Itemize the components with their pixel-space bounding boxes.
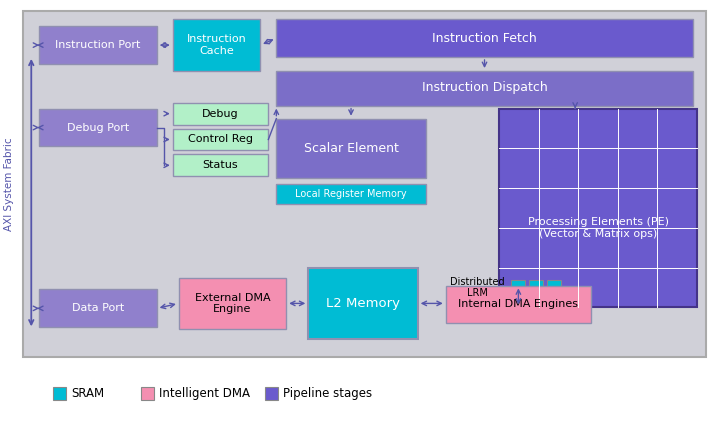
Text: SRAM: SRAM bbox=[71, 387, 104, 400]
Text: Instruction Fetch: Instruction Fetch bbox=[432, 32, 537, 45]
FancyBboxPatch shape bbox=[276, 19, 693, 57]
FancyBboxPatch shape bbox=[529, 279, 544, 293]
Text: L2 Memory: L2 Memory bbox=[326, 297, 400, 310]
FancyBboxPatch shape bbox=[173, 103, 269, 125]
FancyBboxPatch shape bbox=[173, 128, 269, 151]
Text: Local Register Memory: Local Register Memory bbox=[295, 189, 407, 199]
FancyBboxPatch shape bbox=[276, 71, 693, 106]
FancyBboxPatch shape bbox=[446, 285, 591, 323]
FancyBboxPatch shape bbox=[308, 268, 418, 339]
FancyBboxPatch shape bbox=[53, 387, 66, 400]
FancyBboxPatch shape bbox=[276, 184, 426, 204]
Text: Pipeline stages: Pipeline stages bbox=[283, 387, 372, 400]
FancyBboxPatch shape bbox=[173, 19, 261, 71]
Text: AXI System Fabric: AXI System Fabric bbox=[4, 137, 14, 231]
FancyBboxPatch shape bbox=[40, 26, 157, 64]
FancyBboxPatch shape bbox=[500, 109, 697, 307]
FancyBboxPatch shape bbox=[141, 387, 154, 400]
Text: Debug: Debug bbox=[202, 109, 239, 119]
Text: Intelligent DMA: Intelligent DMA bbox=[159, 387, 250, 400]
Text: Control Reg: Control Reg bbox=[188, 134, 253, 145]
Text: Data Port: Data Port bbox=[72, 303, 124, 313]
Text: Instruction Dispatch: Instruction Dispatch bbox=[422, 81, 547, 94]
FancyBboxPatch shape bbox=[40, 109, 157, 146]
FancyBboxPatch shape bbox=[179, 278, 287, 329]
Text: Status: Status bbox=[203, 160, 238, 170]
Text: Debug Port: Debug Port bbox=[67, 123, 129, 133]
FancyBboxPatch shape bbox=[40, 290, 157, 327]
Text: Internal DMA Engines: Internal DMA Engines bbox=[459, 299, 578, 310]
FancyBboxPatch shape bbox=[276, 119, 426, 178]
Text: Instruction Port: Instruction Port bbox=[55, 40, 140, 50]
FancyBboxPatch shape bbox=[266, 387, 279, 400]
FancyBboxPatch shape bbox=[173, 154, 269, 176]
Text: Distributed
LRM: Distributed LRM bbox=[450, 277, 505, 298]
Text: External DMA
Engine: External DMA Engine bbox=[194, 293, 270, 314]
FancyBboxPatch shape bbox=[547, 279, 561, 293]
FancyBboxPatch shape bbox=[511, 279, 526, 293]
Text: Processing Elements (PE)
(Vector & Matrix ops): Processing Elements (PE) (Vector & Matri… bbox=[528, 217, 669, 239]
Text: Scalar Element: Scalar Element bbox=[304, 142, 398, 155]
Text: Instruction
Cache: Instruction Cache bbox=[186, 34, 246, 56]
FancyBboxPatch shape bbox=[23, 11, 706, 357]
